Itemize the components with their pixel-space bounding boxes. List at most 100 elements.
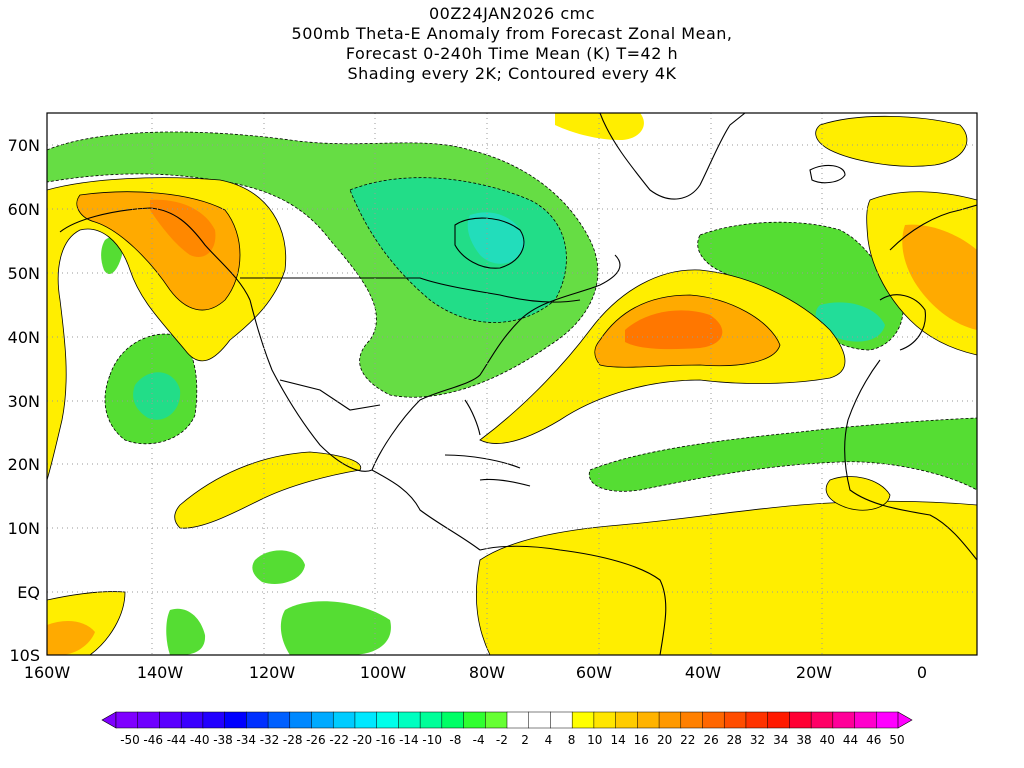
positive-anomaly-region-greenland-east: [815, 115, 968, 167]
colorbar-label: 40: [820, 733, 835, 747]
colorbar-swatch: [398, 711, 421, 729]
colorbar-swatch: [702, 711, 725, 729]
colorbar-swatch: [810, 711, 834, 729]
y-tick-label: 10S: [9, 646, 40, 665]
colorbar-label: -2: [496, 733, 508, 747]
colorbar-swatch: [289, 711, 312, 729]
negative-anomaly-blob-subtropics: [252, 550, 305, 585]
colorbar-label: -38: [213, 733, 233, 747]
gridlines: [47, 113, 977, 655]
colorbar-swatch: [789, 711, 812, 729]
coastline-europe: [889, 204, 977, 251]
colorbar-label: 34: [773, 733, 788, 747]
colorbar-arrow-left: [101, 711, 117, 729]
colorbar-label: 8: [568, 733, 576, 747]
coastline-west-africa: [844, 359, 977, 561]
colorbar-swatch: [658, 711, 682, 729]
border-us-mexico: [279, 379, 381, 411]
y-tick-label: 20N: [8, 455, 40, 474]
colorbar-swatch: [723, 711, 747, 729]
colorbar-label: -16: [376, 733, 396, 747]
y-tick-label: 50N: [8, 264, 40, 283]
colorbar-swatch: [267, 711, 291, 729]
coastline-north-america-east: [371, 254, 621, 471]
colorbar-label: -26: [306, 733, 326, 747]
colorbar-swatch: [571, 711, 595, 729]
colorbar-swatch: [876, 711, 899, 729]
colorbar-label: 50: [889, 733, 904, 747]
colorbar-label: 4: [545, 733, 553, 747]
coastline-north-america-west: [249, 299, 373, 472]
x-tick-label: 100W: [360, 663, 407, 682]
x-tick-label: 160W: [24, 663, 71, 682]
colorbar-label: -46: [143, 733, 163, 747]
anomaly-shading: [47, 113, 977, 655]
y-tick-label: EQ: [17, 583, 40, 602]
colorbar: -50 -46 -44 -40 -38 -34 -32 -28 -26 -22 -20 -16 -14-…: [101, 711, 913, 747]
positive-anomaly-region-greenland-north: [555, 113, 644, 140]
colorbar-arrow-right: [897, 711, 913, 729]
colorbar-swatch: [615, 711, 638, 729]
colorbar-swatch: [224, 711, 247, 729]
colorbar-label: 38: [796, 733, 811, 747]
colorbar-label: 44: [843, 733, 858, 747]
coastline-iceland: [809, 164, 846, 184]
colorbar-label: -34: [236, 733, 256, 747]
y-tick-label: 40N: [8, 328, 40, 347]
positive-anomaly-band-subtropical-pacific: [174, 451, 362, 529]
negative-anomaly-core-pacific: [133, 372, 181, 420]
colorbar-label: -20: [353, 733, 373, 747]
colorbar-swatch: [354, 711, 378, 729]
colorbar-swatch: [767, 711, 790, 729]
colorbar-label: -32: [260, 733, 280, 747]
colorbar-label: 10: [587, 733, 602, 747]
y-tick-label: 70N: [8, 136, 40, 155]
x-tick-label: 40W: [685, 663, 721, 682]
x-tick-label: 0: [917, 663, 927, 682]
positive-anomaly-region-west-africa: [825, 476, 891, 511]
colorbar-label: -22: [329, 733, 349, 747]
colorbar-swatch: [441, 711, 464, 729]
colorbar-label: -14: [399, 733, 419, 747]
negative-anomaly-strip-northwest: [101, 236, 123, 275]
positive-anomaly-region-south-america: [475, 500, 977, 655]
colorbar-swatch: [376, 711, 399, 729]
colorbar-label: 32: [750, 733, 765, 747]
colorbar-label: -8: [449, 733, 461, 747]
colorbar-label: -4: [473, 733, 485, 747]
y-axis: 70N 60N 50N 40N 30N 20N 10N EQ 10S: [8, 136, 40, 665]
coastline-caribbean: [444, 454, 531, 487]
plot-frame: [46, 112, 978, 656]
colorbar-label: 28: [727, 733, 742, 747]
coastline-south-america: [479, 545, 667, 655]
colorbar-swatch: [854, 711, 877, 729]
coastline-iberia: [879, 294, 926, 351]
coastline-greenland: [599, 113, 746, 200]
colorbar-swatch: [745, 711, 769, 729]
colorbar-label: -28: [283, 733, 303, 747]
negative-anomaly-blob-equator: [280, 601, 391, 655]
colorbar-swatch: [311, 711, 334, 729]
coastline-florida: [464, 399, 481, 436]
colorbar-swatch: [485, 711, 508, 729]
colorbar-swatch: [115, 711, 139, 729]
y-tick-label: 10N: [8, 519, 40, 538]
colorbar-swatch: [832, 711, 856, 729]
colorbar-label: 46: [866, 733, 881, 747]
colorbar-label: 20: [657, 733, 672, 747]
colorbar-swatch: [419, 711, 443, 729]
title-line-2: 500mb Theta-E Anomaly from Forecast Zona…: [291, 24, 733, 43]
x-tick-label: 80W: [469, 663, 505, 682]
colorbar-label: 2: [521, 733, 529, 747]
positive-anomaly-core-south-pacific: [47, 620, 95, 655]
colorbar-swatch: [332, 711, 356, 729]
coastlines: [59, 113, 977, 655]
x-tick-label: 60W: [576, 663, 612, 682]
y-tick-label: 30N: [8, 392, 40, 411]
positive-anomaly-core-europe: [902, 224, 977, 330]
colorbar-label: -44: [167, 733, 187, 747]
colorbar-label: 16: [634, 733, 649, 747]
colorbar-label: 22: [680, 733, 695, 747]
title-line-1: 00Z24JAN2026 cmc: [428, 4, 595, 23]
